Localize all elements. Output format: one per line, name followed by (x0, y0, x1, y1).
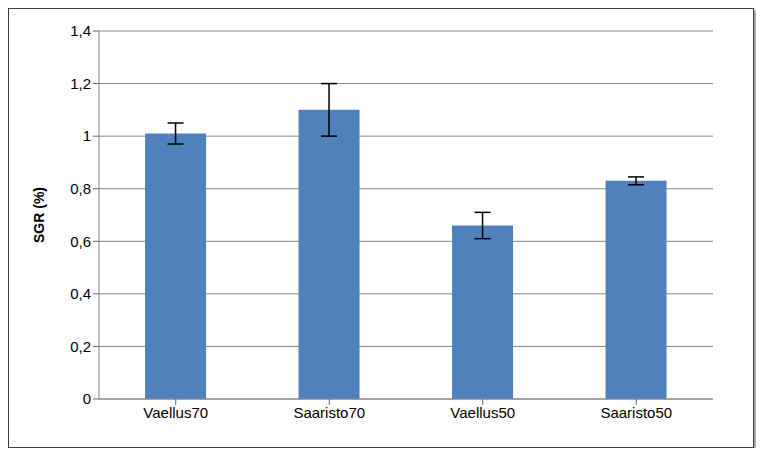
svg-text:1,2: 1,2 (70, 75, 91, 92)
svg-text:0,6: 0,6 (70, 233, 91, 250)
svg-text:0,4: 0,4 (70, 285, 91, 302)
svg-text:Vaellus70: Vaellus70 (143, 404, 208, 421)
svg-text:0,2: 0,2 (70, 338, 91, 355)
svg-text:0,8: 0,8 (70, 180, 91, 197)
svg-text:Vaellus50: Vaellus50 (450, 404, 515, 421)
svg-text:Saaristo70: Saaristo70 (293, 404, 365, 421)
svg-text:1,4: 1,4 (70, 22, 91, 39)
svg-text:SGR (%): SGR (%) (31, 187, 47, 243)
svg-text:1: 1 (83, 127, 91, 144)
svg-text:0: 0 (83, 390, 91, 407)
svg-text:Saaristo50: Saaristo50 (600, 404, 672, 421)
